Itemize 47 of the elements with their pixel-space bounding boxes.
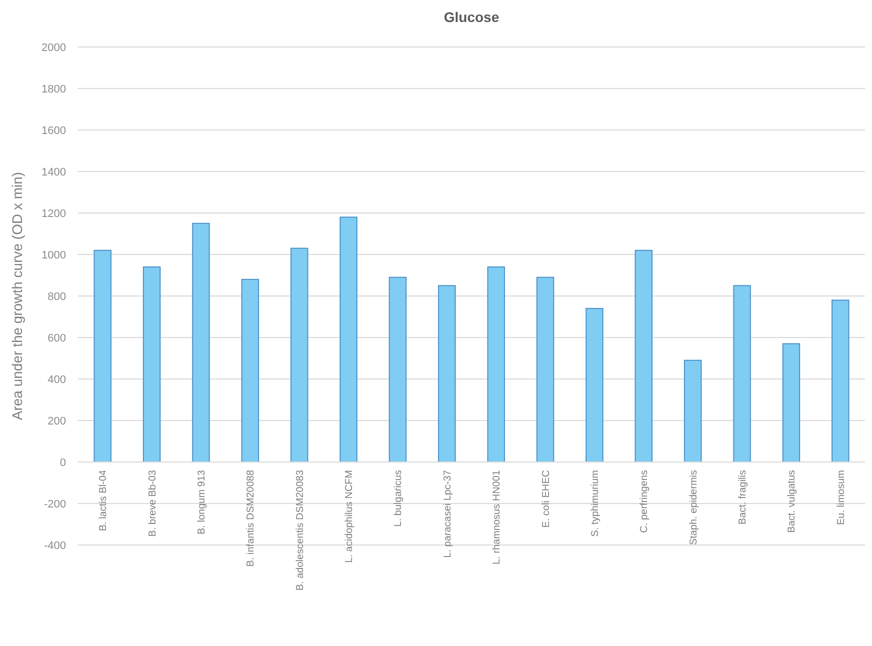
bar [487, 266, 505, 462]
y-tick-label: 0 [60, 456, 66, 469]
bar [241, 278, 260, 462]
x-tick-label: Bact. fragilis [738, 470, 749, 524]
x-tick-label: L. acidophilus NCFM [344, 470, 356, 563]
x-tick-label: Staph. epidermis [688, 470, 700, 546]
bar [536, 276, 554, 462]
y-tick-label: 1800 [42, 83, 66, 96]
y-tick-label: 1200 [42, 208, 66, 220]
x-tick-label: B. infantis DSM20088 [246, 470, 257, 567]
bar [192, 222, 210, 462]
x-tick-label: Bact. vulgatus [786, 470, 798, 533]
bar [388, 276, 407, 462]
y-tick-label: 1000 [42, 249, 66, 262]
bar [340, 216, 358, 462]
x-tick-label: S. typhimurium [590, 470, 601, 537]
y-tick-label: -400 [44, 540, 66, 552]
chart-title: Glucose [444, 9, 500, 25]
y-tick-label: 800 [48, 290, 66, 303]
x-tick-label: L. paracasei Lpc-37 [442, 470, 454, 558]
x-tick-label: B. breve Bb-03 [147, 470, 158, 537]
y-tick-label: 600 [48, 332, 66, 344]
x-tick-label: B. adolescentis DSM20083 [294, 470, 306, 591]
y-tick-label: -200 [44, 498, 66, 510]
bar [782, 343, 800, 462]
x-tick-label: B. lactis Bl-04 [98, 470, 110, 532]
x-tick-label: E. coli EHEC [540, 470, 552, 528]
bar [94, 250, 112, 462]
x-tick-label: Eu. limosum [836, 470, 847, 526]
y-tick-label: 1600 [42, 124, 66, 137]
bar [634, 250, 653, 462]
y-tick-label: 400 [48, 374, 66, 386]
x-tick-label: L. rhamnosus HN001 [492, 470, 503, 564]
y-tick-label: 200 [48, 415, 66, 428]
bar [733, 285, 751, 462]
x-tick-label: B. longum 913 [196, 470, 208, 534]
bar [684, 360, 702, 462]
x-tick-label: C. perfringens [639, 470, 650, 533]
bar [832, 300, 850, 462]
bar [142, 266, 161, 462]
y-tick-label: 1400 [42, 166, 66, 178]
bar [438, 285, 456, 462]
bar [290, 248, 308, 462]
y-tick-label: 2000 [42, 42, 66, 54]
x-tick-label: L. bulgaricus [393, 470, 404, 527]
y-axis-title: Area under the growth curve (OD x min) [9, 172, 25, 420]
bar [586, 308, 604, 462]
